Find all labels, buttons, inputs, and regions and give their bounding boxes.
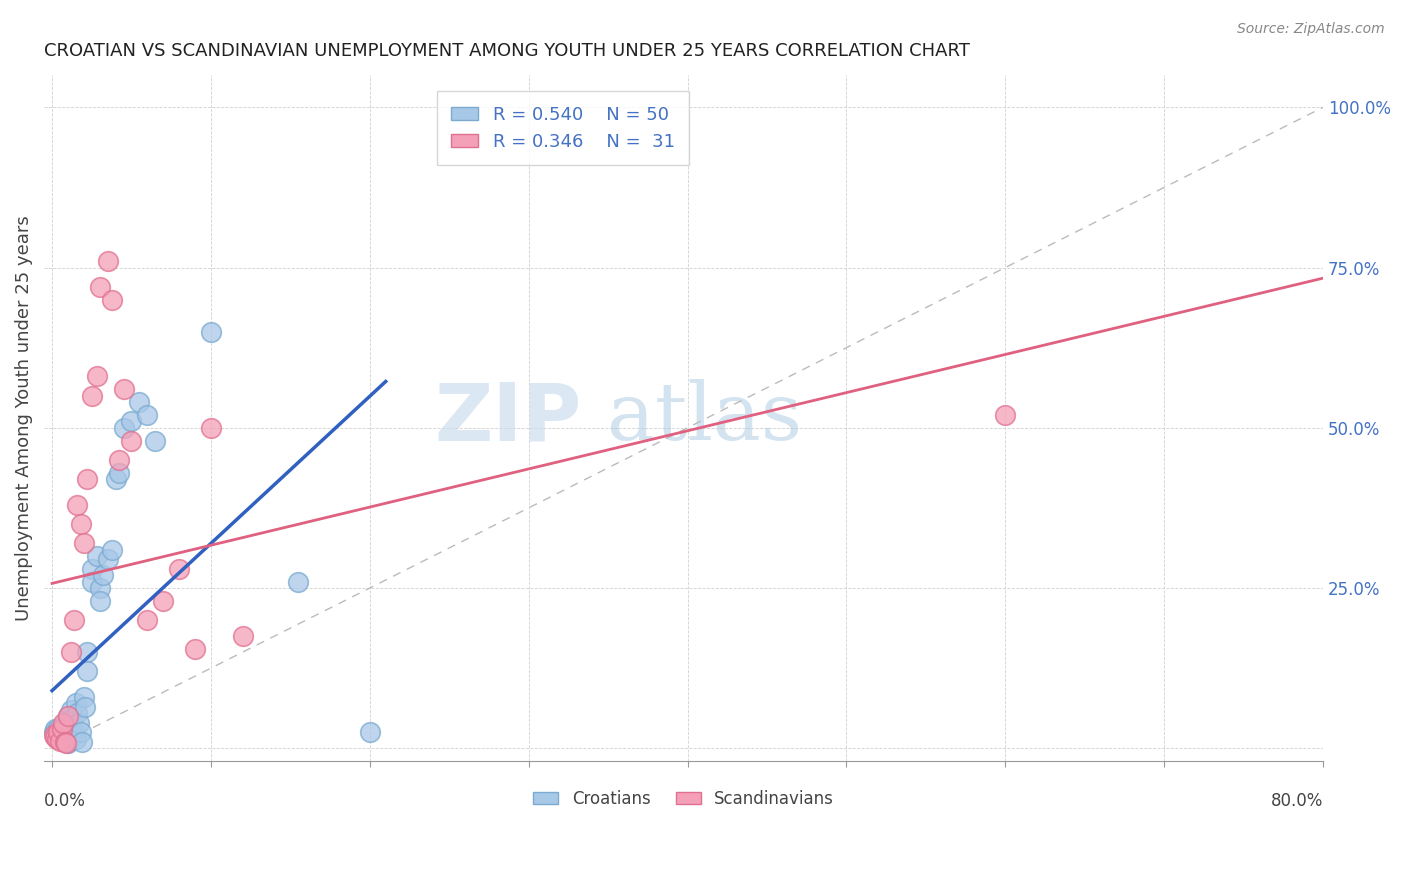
Point (49, 728, 72, 742)
Point (75, 699, 97, 714)
Point (104, 472, 127, 486)
Point (97, 552, 120, 566)
Point (121, 434, 143, 448)
Point (60, 645, 83, 659)
Point (63, 728, 86, 742)
Point (80, 389, 103, 403)
Point (42, 725, 65, 739)
Point (69, 725, 91, 739)
Point (101, 542, 124, 557)
Point (63, 613, 86, 627)
Point (49, 730, 72, 744)
Point (136, 408, 159, 422)
Point (200, 421, 222, 435)
Point (45, 723, 67, 738)
Point (359, 725, 381, 739)
Text: CROATIAN VS SCANDINAVIAN UNEMPLOYMENT AMONG YOUTH UNDER 25 YEARS CORRELATION CHA: CROATIAN VS SCANDINAVIAN UNEMPLOYMENT AM… (44, 42, 970, 60)
Point (89, 594, 111, 608)
Point (184, 641, 207, 656)
Point (62, 722, 84, 736)
Point (107, 466, 129, 480)
Point (60, 703, 83, 717)
Point (56, 709, 79, 723)
Legend: Croatians, Scandinavians: Croatians, Scandinavians (527, 783, 841, 814)
Point (44, 722, 66, 736)
Point (48, 725, 70, 739)
Point (97, 254, 120, 268)
Point (128, 395, 150, 409)
Point (52, 733, 75, 747)
Point (56, 736, 79, 750)
Point (55, 731, 77, 746)
Point (167, 562, 190, 576)
Point (44, 730, 66, 744)
Point (56, 709, 79, 723)
Point (136, 613, 159, 627)
Point (121, 414, 143, 428)
Point (48, 727, 70, 741)
Point (86, 369, 108, 384)
Point (58, 728, 80, 742)
Point (69, 516, 91, 531)
Point (112, 382, 135, 396)
Point (232, 629, 254, 643)
Point (55, 723, 77, 738)
Point (49, 733, 72, 747)
Text: atlas: atlas (607, 379, 801, 457)
Point (53, 735, 76, 749)
Point (52, 719, 75, 733)
Point (91, 568, 114, 582)
Point (112, 421, 135, 435)
Point (73, 536, 96, 550)
Point (53, 715, 76, 730)
Point (70, 735, 93, 749)
Text: Source: ZipAtlas.com: Source: ZipAtlas.com (1237, 22, 1385, 37)
Text: 80.0%: 80.0% (1271, 792, 1323, 810)
Point (89, 581, 111, 595)
Point (65, 731, 87, 746)
Point (58, 719, 80, 733)
Point (89, 279, 111, 293)
Y-axis label: Unemployment Among Youth under 25 years: Unemployment Among Youth under 25 years (15, 215, 32, 621)
Point (51, 731, 73, 746)
Point (51, 722, 73, 736)
Point (56, 735, 79, 749)
Point (101, 293, 124, 307)
Point (76, 665, 98, 679)
Point (53, 725, 76, 739)
Point (200, 325, 222, 339)
Point (66, 706, 89, 720)
Point (86, 549, 108, 563)
Point (80, 562, 103, 576)
Point (60, 713, 83, 727)
Point (52, 715, 75, 730)
Point (67, 715, 90, 730)
Point (152, 594, 174, 608)
Text: ZIP: ZIP (434, 379, 581, 457)
Point (76, 472, 98, 486)
Point (55, 736, 77, 750)
Point (65, 697, 87, 711)
Point (73, 690, 96, 704)
Point (994, 408, 1017, 422)
Point (42, 728, 65, 742)
Point (76, 645, 98, 659)
Point (107, 452, 129, 467)
Point (45, 731, 67, 746)
Text: 0.0%: 0.0% (44, 792, 86, 810)
Point (66, 498, 89, 512)
Point (287, 574, 309, 589)
Point (80, 574, 103, 589)
Point (143, 434, 166, 448)
